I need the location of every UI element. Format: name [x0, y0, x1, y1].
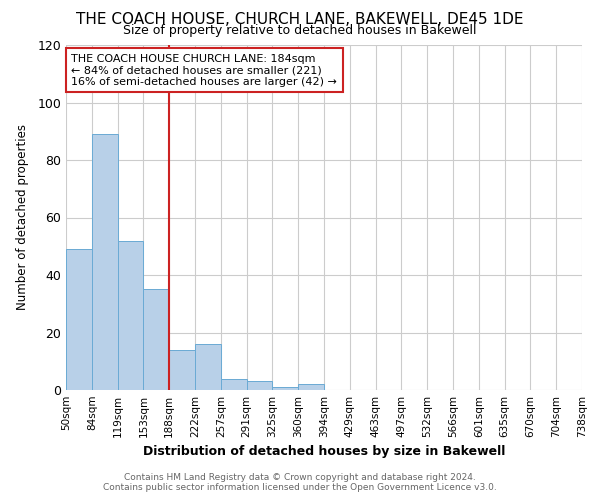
Bar	[298, 384, 324, 390]
Bar	[221, 378, 247, 390]
Bar	[143, 290, 169, 390]
Bar	[195, 344, 221, 390]
Bar	[66, 249, 92, 390]
Bar	[169, 350, 195, 390]
X-axis label: Distribution of detached houses by size in Bakewell: Distribution of detached houses by size …	[143, 446, 505, 458]
Bar	[247, 382, 272, 390]
Y-axis label: Number of detached properties: Number of detached properties	[16, 124, 29, 310]
Text: Size of property relative to detached houses in Bakewell: Size of property relative to detached ho…	[123, 24, 477, 37]
Text: THE COACH HOUSE, CHURCH LANE, BAKEWELL, DE45 1DE: THE COACH HOUSE, CHURCH LANE, BAKEWELL, …	[76, 12, 524, 28]
Bar	[118, 240, 143, 390]
Bar	[272, 387, 298, 390]
Bar	[92, 134, 118, 390]
Text: Contains HM Land Registry data © Crown copyright and database right 2024.
Contai: Contains HM Land Registry data © Crown c…	[103, 473, 497, 492]
Text: THE COACH HOUSE CHURCH LANE: 184sqm
← 84% of detached houses are smaller (221)
1: THE COACH HOUSE CHURCH LANE: 184sqm ← 84…	[71, 54, 337, 87]
